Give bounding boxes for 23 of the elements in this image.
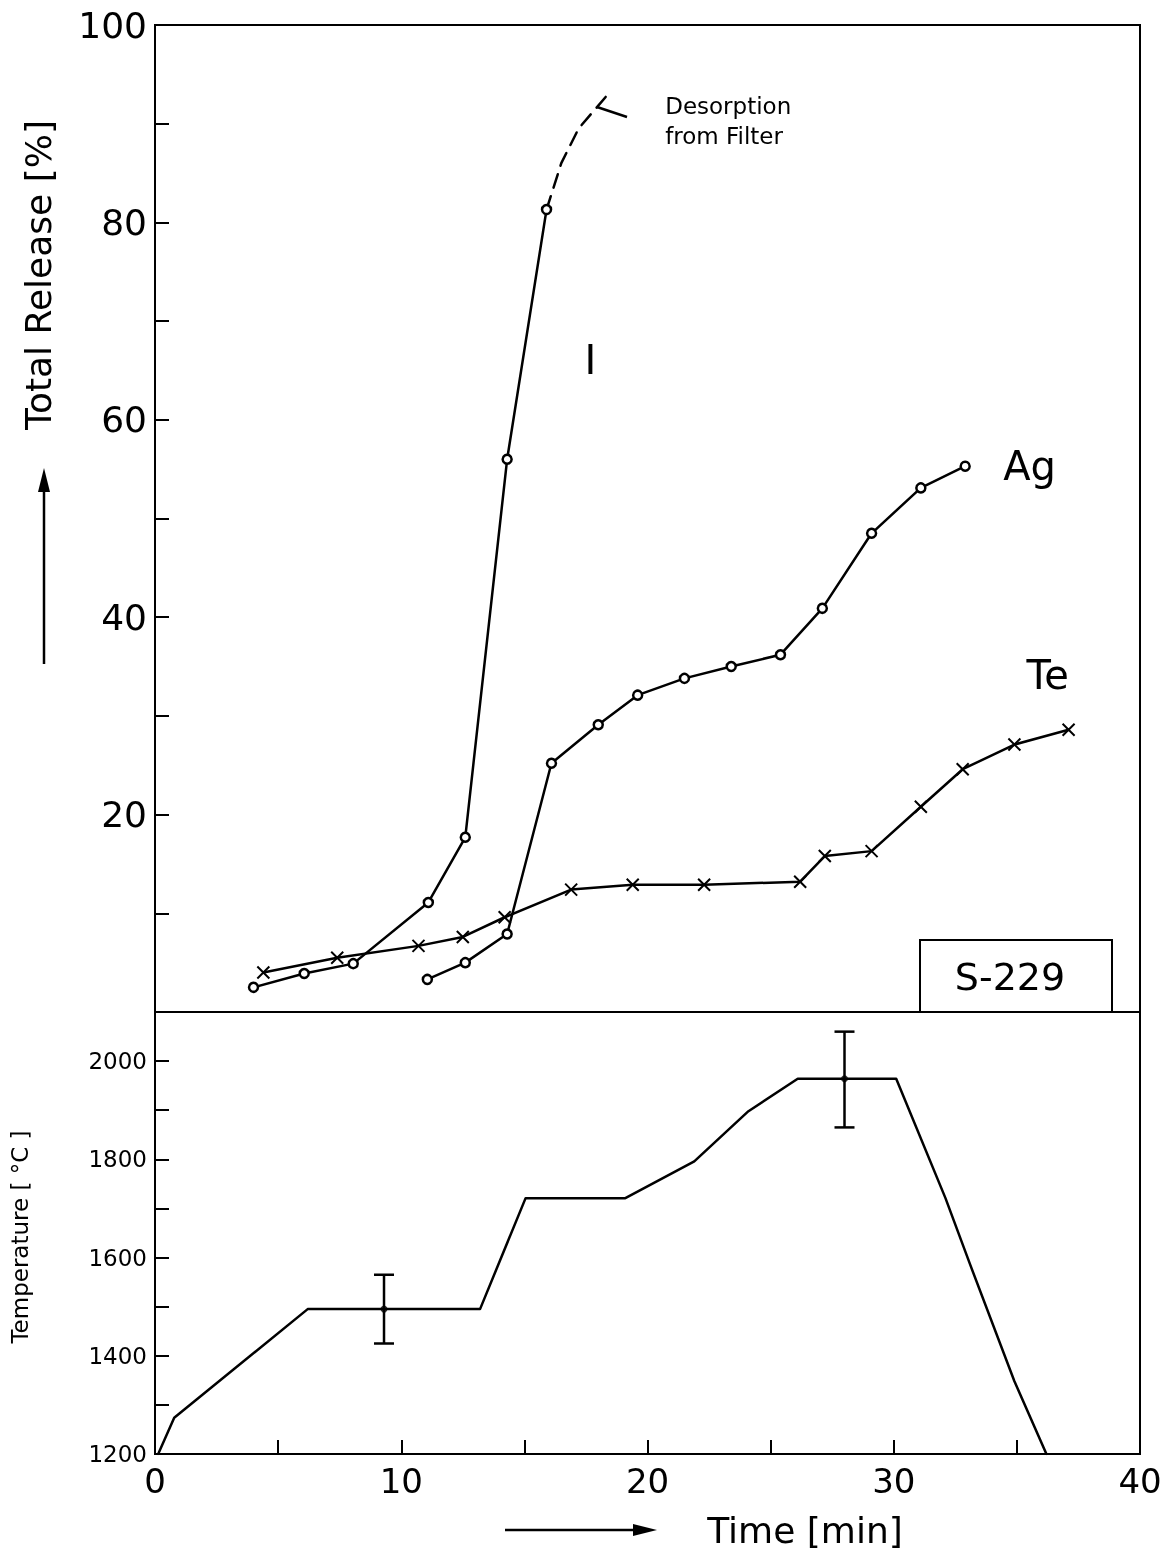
series-label: Te <box>1025 651 1069 698</box>
y-tick-label: 60 <box>101 399 147 441</box>
y-tick-label: 2000 <box>88 1048 147 1075</box>
annotation: S-229 <box>954 955 1066 999</box>
y-tick-label: 100 <box>78 4 147 46</box>
x-axis-title: Time [min] <box>706 1509 903 1551</box>
series-label: I <box>584 336 597 383</box>
x-tick-label: 0 <box>144 1461 166 1501</box>
annotation: Desorption from Filter <box>665 92 799 149</box>
y-tick-label: 1800 <box>88 1146 147 1173</box>
y-tick-label: 40 <box>101 596 147 638</box>
y-tick-label: 1400 <box>88 1342 147 1369</box>
y-tick-label: 1200 <box>88 1441 147 1467</box>
y-tick-label: 80 <box>101 201 147 243</box>
series-label: Ag <box>1003 443 1056 490</box>
x-tick-label: 40 <box>1118 1461 1162 1501</box>
x-tick-label: 20 <box>625 1461 670 1501</box>
x-tick-label: 10 <box>379 1461 423 1501</box>
y-axis-title: Temperature [ °C ] <box>7 1130 33 1345</box>
y-tick-label: 20 <box>101 794 147 836</box>
y-axis-title: Total Release [%] <box>17 120 59 431</box>
y-tick-label: 1600 <box>88 1244 147 1271</box>
x-tick-label: 30 <box>872 1461 916 1501</box>
